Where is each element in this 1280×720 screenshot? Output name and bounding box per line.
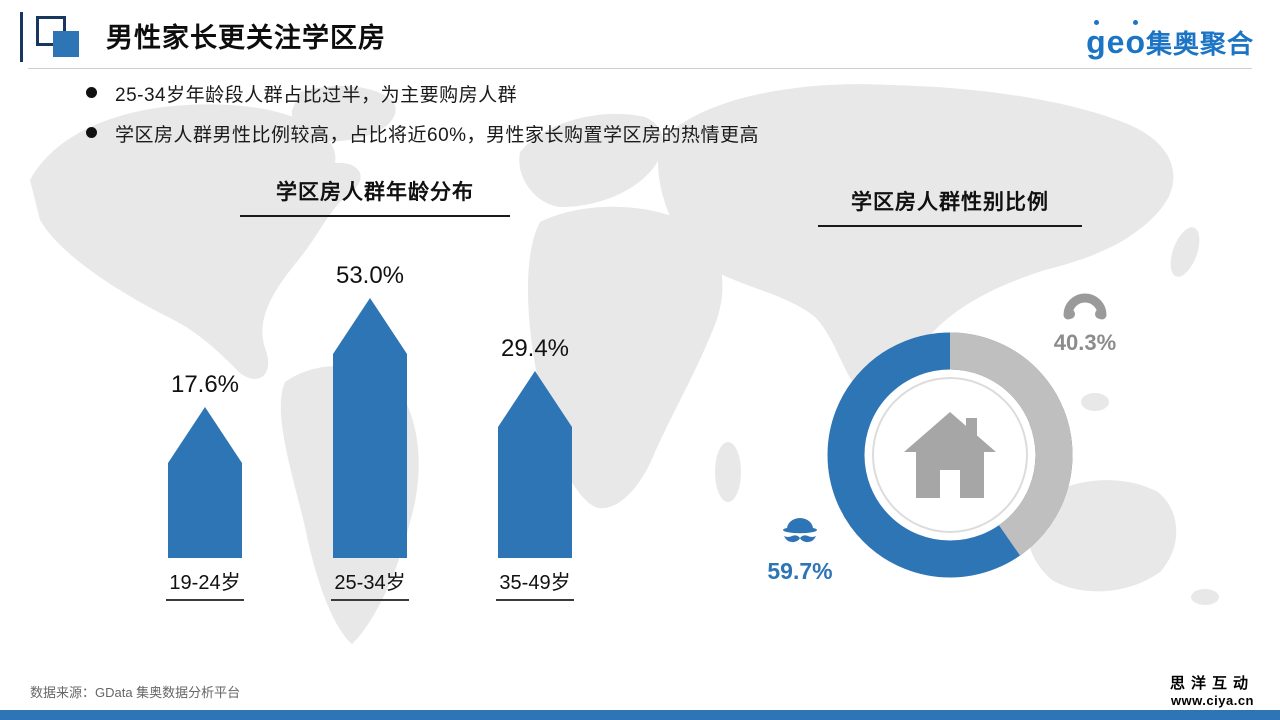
house-icon <box>904 412 996 498</box>
age-bar-column: 17.6% <box>130 371 280 558</box>
bullet-icon <box>86 87 97 98</box>
footer-brand: 思洋互动 www.ciya.cn <box>1170 672 1254 708</box>
logo-dot-icon <box>1094 20 1100 25</box>
bottom-accent-bar <box>0 710 1280 720</box>
arrow-bar <box>498 371 572 558</box>
title-accent-line <box>20 12 23 62</box>
female-arc <box>827 332 1073 578</box>
female-percentage: 40.3% <box>1053 330 1117 355</box>
bullet-item: 25-34岁年龄段人群占比过半，为主要购房人群 <box>86 80 759 107</box>
title-square-fill <box>53 31 79 57</box>
page-title: 男性家长更关注学区房 <box>106 23 386 53</box>
bar-category-label: 19-24岁 <box>130 566 280 601</box>
footer-brand-url: www.ciya.cn <box>1170 693 1254 708</box>
gender-chart-title: 学区房人群性别比例 <box>818 186 1082 227</box>
age-chart-title: 学区房人群年龄分布 <box>240 176 510 217</box>
male-hat-mustache-icon <box>783 518 817 543</box>
gender-donut-chart <box>827 332 1073 578</box>
bullet-item: 学区房人群男性比例较高，占比将近60%，男性家长购置学区房的热情更高 <box>86 120 759 147</box>
age-bar-chart: 17.6% 53.0% 29.4% <box>130 246 610 558</box>
bar-value-label: 29.4% <box>500 335 570 362</box>
age-bar-column: 29.4% <box>460 335 610 558</box>
bullet-icon <box>86 127 97 138</box>
bullet-list: 25-34岁年龄段人群占比过半，为主要购房人群 学区房人群男性比例较高，占比将近… <box>86 80 759 160</box>
bar-category-label: 35-49岁 <box>460 566 610 601</box>
bar-category-label: 25-34岁 <box>295 566 445 601</box>
geo-logo-mark: geo <box>1086 18 1146 61</box>
logo-dot-icon <box>1133 20 1139 25</box>
data-source-note: 数据来源：GData 集奥数据分析平台 <box>30 685 241 700</box>
bullet-text: 25-34岁年龄段人群占比过半，为主要购房人群 <box>115 85 518 106</box>
bullet-text: 学区房人群男性比例较高，占比将近60%，男性家长购置学区房的热情更高 <box>115 125 760 146</box>
footer-brand-name: 思洋互动 <box>1169 675 1254 692</box>
arrow-bar <box>168 407 242 558</box>
donut-inner-ring <box>872 377 1028 533</box>
bar-value-label: 53.0% <box>335 262 405 289</box>
geo-logo-name: 集奥聚合 <box>1145 29 1254 59</box>
age-bar-categories: 19-24岁 25-34岁 35-49岁 <box>130 566 610 601</box>
geo-logo: geo 集奥聚合 <box>1086 18 1254 61</box>
age-bar-column: 53.0% <box>295 262 445 558</box>
female-hair-icon <box>1063 293 1107 320</box>
arrow-bar <box>333 298 407 558</box>
bar-value-label: 17.6% <box>170 371 240 398</box>
header-divider <box>28 68 1252 69</box>
male-percentage: 59.7% <box>767 558 833 584</box>
